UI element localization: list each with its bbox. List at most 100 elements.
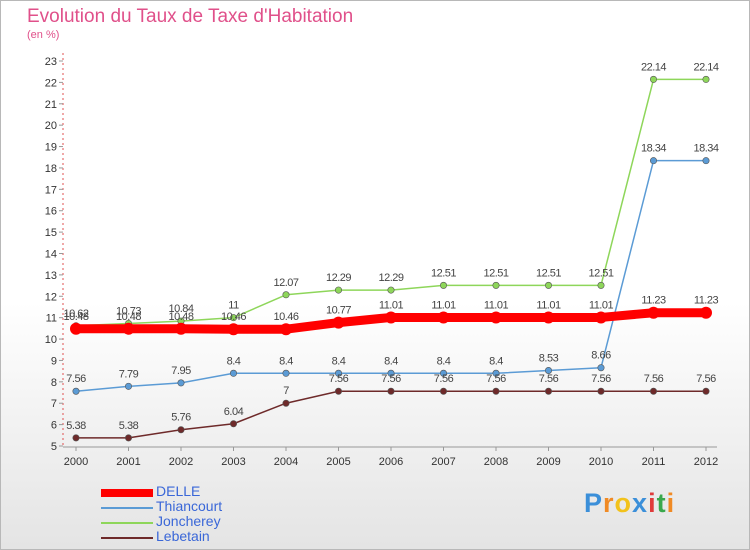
data-label: 11.01 bbox=[484, 299, 509, 311]
logo-letter: r bbox=[603, 488, 615, 518]
data-point bbox=[125, 434, 133, 442]
legend-label: Joncherey bbox=[156, 513, 221, 529]
data-label: 7.56 bbox=[434, 373, 454, 385]
data-label: 8.4 bbox=[384, 355, 398, 367]
data-point bbox=[282, 399, 290, 407]
data-point bbox=[125, 382, 133, 390]
data-label: 10.62 bbox=[63, 308, 88, 320]
y-tick-label: 9 bbox=[51, 355, 57, 367]
data-label: 6.04 bbox=[224, 406, 244, 418]
data-label: 11.01 bbox=[536, 299, 561, 311]
data-point bbox=[72, 434, 80, 442]
x-tick-label: 2012 bbox=[694, 456, 718, 468]
data-point bbox=[332, 316, 345, 329]
data-point bbox=[542, 311, 555, 324]
data-point bbox=[649, 75, 657, 83]
data-label: 7.56 bbox=[696, 373, 716, 385]
y-tick-label: 22 bbox=[45, 77, 57, 89]
logo-letter: i bbox=[666, 488, 676, 518]
data-label: 11.23 bbox=[641, 295, 666, 307]
data-point bbox=[702, 75, 710, 83]
data-label: 5.38 bbox=[119, 420, 139, 432]
data-point bbox=[649, 387, 657, 395]
data-point bbox=[492, 369, 500, 377]
data-label: 22.14 bbox=[693, 61, 718, 73]
x-tick-label: 2000 bbox=[64, 456, 88, 468]
y-tick-label: 10 bbox=[45, 334, 57, 346]
x-tick-label: 2001 bbox=[116, 456, 140, 468]
data-point bbox=[439, 281, 447, 289]
data-point bbox=[492, 387, 500, 395]
data-point bbox=[387, 369, 395, 377]
data-label: 7.56 bbox=[591, 373, 611, 385]
data-label: 12.51 bbox=[588, 267, 613, 279]
legend-label: Thiancourt bbox=[156, 498, 223, 514]
data-label: 11.01 bbox=[431, 299, 456, 311]
data-point bbox=[230, 369, 238, 377]
data-label: 8.53 bbox=[539, 352, 559, 364]
data-label: 11 bbox=[228, 300, 239, 312]
data-label: 12.29 bbox=[326, 272, 351, 284]
data-label: 8.4 bbox=[279, 355, 293, 367]
legend-swatch bbox=[101, 522, 153, 524]
data-point bbox=[597, 281, 605, 289]
x-tick-label: 2002 bbox=[169, 456, 193, 468]
data-point bbox=[334, 369, 342, 377]
data-label: 18.34 bbox=[693, 143, 718, 155]
data-label: 22.14 bbox=[641, 61, 666, 73]
data-label: 10.46 bbox=[273, 311, 298, 323]
data-point bbox=[122, 322, 135, 335]
data-point bbox=[595, 311, 607, 324]
data-point bbox=[700, 306, 712, 319]
data-point bbox=[334, 387, 342, 395]
y-tick-label: 15 bbox=[45, 227, 57, 239]
data-point bbox=[702, 157, 710, 165]
data-label: 8.4 bbox=[437, 355, 451, 367]
data-label: 7.56 bbox=[66, 373, 86, 385]
logo-letter: t bbox=[656, 488, 667, 518]
x-tick-label: 2010 bbox=[589, 456, 613, 468]
data-point bbox=[387, 387, 395, 395]
data-label: 10.48 bbox=[63, 311, 88, 323]
data-label: 8.66 bbox=[591, 350, 611, 362]
chart-subtitle: (en %) bbox=[27, 29, 60, 41]
legend-label: DELLE bbox=[156, 483, 201, 499]
data-label: 7.95 bbox=[171, 365, 191, 377]
data-label: 7.56 bbox=[644, 373, 664, 385]
data-point bbox=[72, 387, 80, 395]
y-tick-label: 20 bbox=[45, 120, 57, 132]
data-label: 5.38 bbox=[66, 420, 86, 432]
data-label: 8.4 bbox=[489, 355, 503, 367]
logo-letter: P bbox=[584, 488, 604, 518]
data-point bbox=[387, 286, 395, 294]
y-tick-label: 13 bbox=[45, 270, 57, 282]
data-point bbox=[280, 323, 292, 336]
data-label: 12.51 bbox=[536, 267, 561, 279]
data-label: 10.73 bbox=[116, 305, 141, 317]
legend-swatch bbox=[101, 507, 153, 509]
data-label: 5.76 bbox=[171, 412, 191, 424]
x-tick-label: 2007 bbox=[431, 456, 455, 468]
y-tick-label: 11 bbox=[46, 313, 57, 325]
data-point bbox=[649, 157, 657, 165]
data-point bbox=[544, 281, 552, 289]
y-tick-label: 6 bbox=[51, 420, 57, 432]
y-tick-label: 23 bbox=[45, 56, 57, 68]
data-point bbox=[597, 364, 605, 372]
y-tick-label: 7 bbox=[51, 398, 57, 410]
data-point bbox=[282, 369, 290, 377]
data-point bbox=[702, 387, 710, 395]
y-tick-label: 5 bbox=[51, 441, 57, 453]
data-label: 18.34 bbox=[641, 143, 666, 155]
data-point bbox=[647, 306, 660, 319]
data-point bbox=[385, 311, 397, 324]
logo-letter: i bbox=[648, 488, 657, 518]
data-label: 12.07 bbox=[273, 277, 298, 289]
y-tick-label: 17 bbox=[45, 184, 57, 196]
data-label: 12.51 bbox=[483, 267, 508, 279]
data-label: 10.46 bbox=[221, 311, 246, 323]
data-label: 8.4 bbox=[227, 355, 241, 367]
data-point bbox=[492, 281, 500, 289]
data-label: 11.01 bbox=[589, 299, 614, 311]
